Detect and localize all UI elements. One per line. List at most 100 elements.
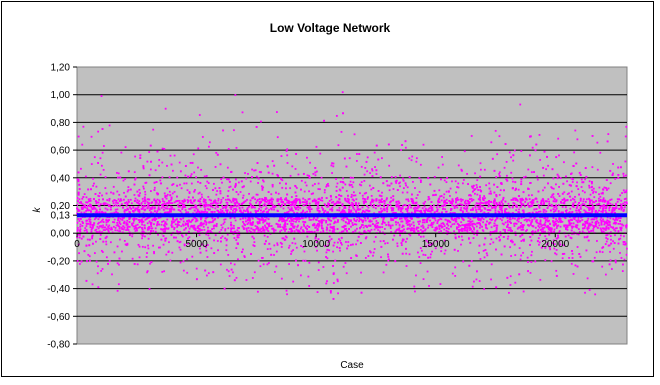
data-point (186, 199, 189, 201)
data-point (161, 220, 163, 223)
data-point (363, 192, 366, 195)
data-point (310, 193, 313, 195)
data-point (118, 204, 121, 207)
data-point (574, 264, 577, 267)
data-point (504, 143, 507, 145)
data-point (446, 223, 449, 226)
data-point (232, 197, 235, 200)
data-point (522, 203, 525, 206)
data-point (117, 198, 120, 201)
data-point (417, 251, 419, 254)
data-point (377, 190, 380, 192)
data-point (505, 208, 508, 210)
data-point (566, 180, 568, 183)
data-point (137, 202, 139, 204)
data-point (128, 225, 131, 228)
data-point (436, 222, 439, 225)
data-point (585, 220, 588, 223)
data-point (350, 184, 353, 186)
data-point (201, 196, 203, 199)
data-point (415, 207, 418, 210)
data-point (280, 201, 283, 203)
data-point (330, 198, 333, 201)
data-point (282, 237, 285, 240)
data-point (281, 242, 283, 245)
data-point (181, 200, 184, 202)
data-point (512, 217, 514, 220)
data-point (257, 222, 260, 225)
data-point (541, 227, 544, 229)
data-point (147, 247, 150, 250)
data-point (446, 220, 449, 223)
data-point (119, 238, 121, 241)
data-point (194, 229, 197, 232)
data-point (151, 205, 154, 208)
data-point (581, 181, 584, 184)
data-point (166, 218, 169, 221)
data-point (261, 257, 263, 259)
data-point (532, 201, 535, 204)
data-point (225, 239, 228, 242)
data-point (195, 267, 198, 270)
data-point (427, 241, 429, 243)
data-point (466, 207, 469, 210)
data-point (533, 171, 535, 173)
data-point (537, 204, 540, 206)
data-point (576, 224, 579, 227)
data-point (527, 261, 529, 263)
data-point (445, 210, 447, 213)
data-point (322, 266, 325, 268)
data-point (353, 199, 355, 202)
data-point (134, 155, 137, 158)
data-point (559, 218, 562, 220)
data-point (272, 204, 275, 207)
data-point (612, 247, 615, 250)
data-point (578, 212, 581, 214)
data-point (570, 262, 573, 265)
data-point (353, 133, 356, 136)
data-point (226, 211, 229, 214)
data-point (331, 206, 334, 209)
data-point (283, 224, 286, 227)
data-point (262, 229, 264, 232)
data-point (483, 256, 486, 259)
data-point (624, 203, 626, 206)
data-point (585, 211, 588, 214)
data-point (599, 151, 602, 154)
data-point (457, 224, 460, 227)
data-point (78, 263, 81, 265)
data-point (558, 195, 561, 197)
data-point (101, 219, 103, 222)
data-point (592, 190, 595, 193)
data-point (176, 176, 179, 179)
data-point (187, 242, 190, 245)
data-point (278, 219, 280, 222)
data-point (234, 231, 236, 234)
data-point (142, 166, 145, 169)
data-point (388, 189, 391, 192)
data-point (353, 208, 356, 211)
data-point (499, 189, 502, 192)
data-point (554, 210, 557, 212)
data-point (557, 236, 560, 239)
data-point (454, 180, 457, 183)
data-point (372, 206, 375, 209)
data-point (355, 243, 357, 246)
data-point (372, 217, 375, 220)
data-point (293, 206, 296, 209)
data-point (232, 205, 235, 208)
data-point (134, 226, 137, 229)
data-point (93, 156, 96, 159)
data-point (620, 257, 623, 259)
data-point (279, 230, 281, 233)
data-point (484, 216, 487, 219)
data-point (432, 194, 434, 197)
data-point (605, 234, 608, 237)
data-point (233, 227, 235, 230)
data-point (170, 197, 173, 200)
data-point (545, 243, 548, 246)
data-point (102, 240, 105, 243)
data-point (460, 200, 463, 203)
data-point (260, 206, 263, 209)
data-point (456, 206, 459, 209)
